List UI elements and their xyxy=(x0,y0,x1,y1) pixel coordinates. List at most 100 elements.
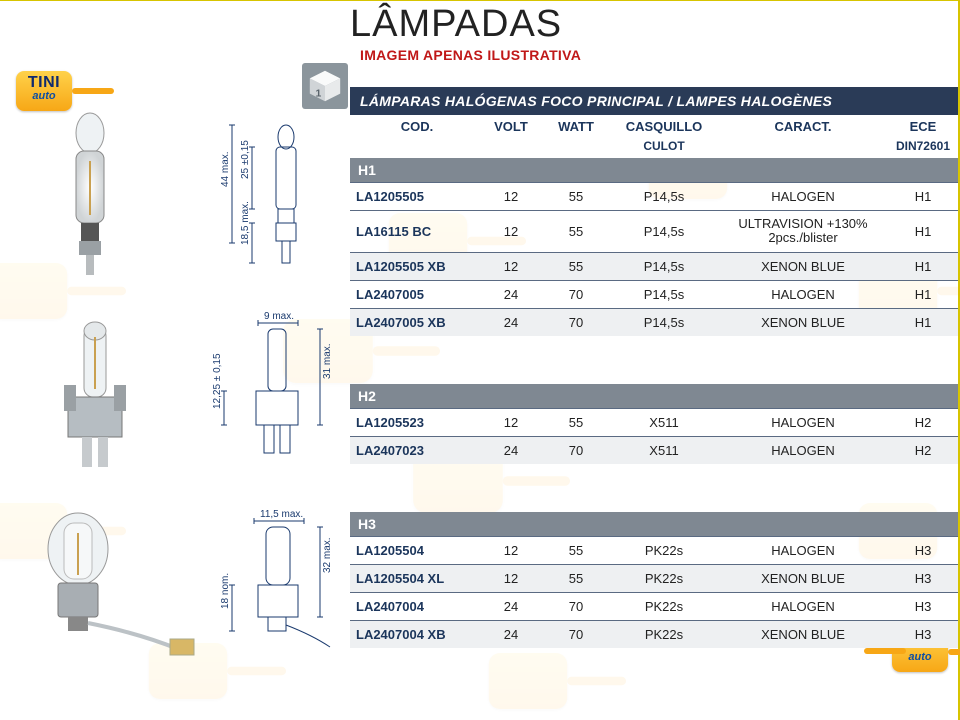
cell: H3 xyxy=(888,536,958,564)
cell: H1 xyxy=(888,308,958,336)
cell: XENON BLUE xyxy=(718,620,888,648)
cell: 24 xyxy=(480,592,542,620)
cell: LA1205523 xyxy=(350,408,480,436)
bulb-h2-row: 9 max. 31 max. 12,25 ± 0,15 xyxy=(0,309,345,499)
cell: PK22s xyxy=(610,620,718,648)
page-title: LÂMPADAS xyxy=(350,3,562,46)
cell: 24 xyxy=(480,308,542,336)
table-row: LA12055231255X511HALOGENH2 xyxy=(350,408,958,436)
cell: H1 xyxy=(888,183,958,211)
bulb-h1-row: 44 max. 25 ±0,15 18,5 max. xyxy=(0,111,345,291)
svg-text:25 ±0,15: 25 ±0,15 xyxy=(240,140,251,179)
table-row: LA2407004 XB2470PK22sXENON BLUEH3 xyxy=(350,620,958,648)
cell: H3 xyxy=(888,564,958,592)
col-caract: CARACT. xyxy=(718,115,888,139)
cell: 55 xyxy=(542,536,610,564)
cell: P14,5s xyxy=(610,183,718,211)
cell: LA16115 BC xyxy=(350,211,480,253)
cell: H2 xyxy=(888,436,958,464)
cell: 55 xyxy=(542,183,610,211)
cell: 12 xyxy=(480,252,542,280)
cell: 12 xyxy=(480,408,542,436)
table-row: LA12055051255P14,5sHALOGENH1 xyxy=(350,183,958,211)
cell: H3 xyxy=(888,592,958,620)
cell: 24 xyxy=(480,280,542,308)
table-body: H1LA12055051255P14,5sHALOGENH1LA16115 BC… xyxy=(350,158,958,648)
cell: ULTRAVISION +130%2pcs./blister xyxy=(718,211,888,253)
col-ece2: DIN72601 xyxy=(888,139,958,158)
cell: 70 xyxy=(542,592,610,620)
cell: 55 xyxy=(542,564,610,592)
cell: X511 xyxy=(610,436,718,464)
cell: HALOGEN xyxy=(718,592,888,620)
bulb-h2-photo xyxy=(40,315,150,485)
cell: LA1205504 XL xyxy=(350,564,480,592)
badge-tail xyxy=(864,648,906,654)
svg-text:18,5 max.: 18,5 max. xyxy=(240,201,251,245)
badge-line2: auto xyxy=(16,90,72,102)
table-row: LA2407005 XB2470P14,5sXENON BLUEH1 xyxy=(350,308,958,336)
cell: PK22s xyxy=(610,564,718,592)
cell: LA1205505 XB xyxy=(350,252,480,280)
col-watt: WATT xyxy=(542,115,610,139)
group-row: H1 xyxy=(350,158,958,183)
cell: LA2407005 XB xyxy=(350,308,480,336)
col-casq2: CULOT xyxy=(610,139,718,158)
cell: 12 xyxy=(480,211,542,253)
cell: 24 xyxy=(480,436,542,464)
cell: LA2407023 xyxy=(350,436,480,464)
cell: XENON BLUE xyxy=(718,564,888,592)
bulb-h3-row: 11,5 max. 32 max. 18 nom. xyxy=(0,509,345,689)
cell: 70 xyxy=(542,620,610,648)
svg-text:32 max.: 32 max. xyxy=(322,537,333,573)
cell: HALOGEN xyxy=(718,183,888,211)
group-row: H3 xyxy=(350,512,958,537)
bulb-h1-drawing: 44 max. 25 ±0,15 18,5 max. xyxy=(218,117,338,287)
package-icon: 1 xyxy=(302,63,348,109)
cell: 70 xyxy=(542,308,610,336)
cell: LA2407004 xyxy=(350,592,480,620)
cell: 70 xyxy=(542,436,610,464)
table-row: LA1205504 XL1255PK22sXENON BLUEH3 xyxy=(350,564,958,592)
group-label: H3 xyxy=(350,512,958,537)
page-subtitle: IMAGEM APENAS ILUSTRATIVA xyxy=(360,47,581,63)
cell: PK22s xyxy=(610,592,718,620)
cell: H1 xyxy=(888,280,958,308)
cell: LA1205504 xyxy=(350,536,480,564)
cell: LA2407004 XB xyxy=(350,620,480,648)
cell: HALOGEN xyxy=(718,408,888,436)
bulb-h2-drawing: 9 max. 31 max. 12,25 ± 0,15 xyxy=(208,309,338,484)
cell: 55 xyxy=(542,408,610,436)
cell: 24 xyxy=(480,620,542,648)
illustrations-column: 44 max. 25 ±0,15 18,5 max. xyxy=(0,111,345,689)
specs-table-wrap: LÁMPARAS HALÓGENAS FOCO PRINCIPAL / LAMP… xyxy=(350,87,958,648)
spacer-row xyxy=(350,464,958,512)
group-label: H2 xyxy=(350,384,958,409)
svg-text:44 max.: 44 max. xyxy=(220,151,231,187)
cell: 55 xyxy=(542,252,610,280)
cell: XENON BLUE xyxy=(718,308,888,336)
col-cod: COD. xyxy=(350,115,480,139)
cell: 12 xyxy=(480,183,542,211)
table-row: LA24070232470X511HALOGENH2 xyxy=(350,436,958,464)
svg-text:31 max.: 31 max. xyxy=(322,343,333,379)
cell: PK22s xyxy=(610,536,718,564)
table-row: LA16115 BC1255P14,5sULTRAVISION +130%2pc… xyxy=(350,211,958,253)
svg-text:18 nom.: 18 nom. xyxy=(220,573,231,609)
cell: LA2407005 xyxy=(350,280,480,308)
cell: XENON BLUE xyxy=(718,252,888,280)
cell: HALOGEN xyxy=(718,280,888,308)
cell: X511 xyxy=(610,408,718,436)
bulb-h3-photo xyxy=(8,509,198,679)
svg-text:12,25 ± 0,15: 12,25 ± 0,15 xyxy=(212,353,223,409)
svg-text:1: 1 xyxy=(316,88,322,99)
specs-table: COD. VOLT WATT CASQUILLO CARACT. ECE CUL… xyxy=(350,115,958,648)
cell: P14,5s xyxy=(610,308,718,336)
table-row: LA12055041255PK22sHALOGENH3 xyxy=(350,536,958,564)
cell: 12 xyxy=(480,564,542,592)
cell: 70 xyxy=(542,280,610,308)
group-label: H1 xyxy=(350,158,958,183)
svg-text:11,5 max.: 11,5 max. xyxy=(260,509,303,520)
cell: P14,5s xyxy=(610,280,718,308)
cell: LA1205505 xyxy=(350,183,480,211)
